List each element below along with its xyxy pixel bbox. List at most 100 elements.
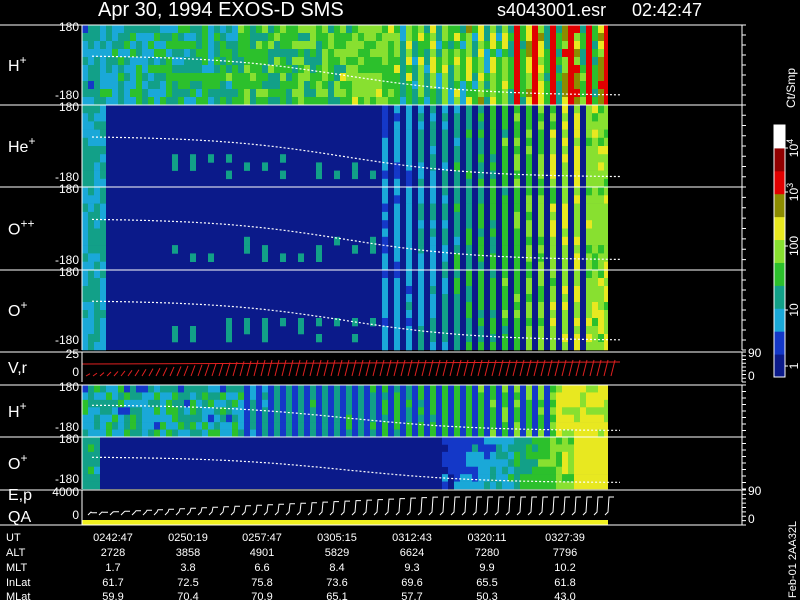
spectrogram-cell [118, 97, 124, 106]
spectrogram-cell [508, 65, 514, 74]
spectrogram-cell [394, 342, 400, 351]
spectrogram-cell [118, 429, 124, 438]
spectrogram-cell [442, 41, 448, 50]
spectrogram-cell [550, 97, 556, 106]
spectrogram-cell [514, 121, 520, 130]
spectrogram-cell [148, 81, 154, 90]
spectrogram-cell [406, 57, 412, 66]
spectrogram-cell [544, 429, 550, 438]
spectrogram-cell [100, 170, 106, 180]
spectrogram-cell [100, 146, 106, 155]
spectrogram-cell [364, 65, 370, 74]
spectrogram-cell [508, 407, 514, 416]
spectrogram-cell [244, 73, 250, 82]
spectrogram-cell [526, 245, 532, 254]
spectrogram-cell [532, 466, 538, 475]
spectrogram-cell [388, 81, 394, 90]
spectrogram-cell [94, 146, 100, 155]
spectrogram-cell [136, 399, 142, 408]
spectrogram-cell [202, 41, 208, 50]
spectrogram-cell [322, 73, 328, 82]
spectrogram-cell [442, 326, 448, 335]
spectrogram-cell [364, 392, 370, 401]
spectrogram-cell [286, 414, 292, 423]
spectrogram-cell [394, 97, 400, 106]
spectrogram-cell [190, 326, 196, 335]
spectrogram-cell [88, 261, 94, 271]
spectrogram-cell [586, 407, 592, 416]
spectrogram-cell [292, 97, 298, 106]
spectrogram-cell [100, 49, 106, 58]
spectrogram-cell [424, 65, 430, 74]
spectrogram-cell [238, 81, 244, 90]
spectrogram-cell [502, 437, 508, 445]
spectrogram-cell [562, 278, 568, 287]
y-top-label: 25 [66, 347, 80, 361]
spectrogram-cell [406, 399, 412, 408]
spectrogram-cell [604, 253, 608, 262]
spectrogram-cell [484, 474, 490, 482]
spectrogram-cell [286, 429, 292, 438]
spectrogram-cell [118, 407, 124, 416]
spectrogram-cell [562, 41, 568, 50]
spectrogram-cell [442, 25, 448, 34]
spectrogram-cell [496, 474, 502, 482]
footer-value: 70.9 [251, 591, 272, 600]
spectrogram-cell [466, 407, 472, 416]
spectrogram-cell [364, 41, 370, 50]
spectrogram-cell [454, 459, 460, 468]
spectrogram-cell [334, 170, 340, 180]
spectrogram-cell [514, 245, 520, 254]
spectrogram-cell [568, 81, 574, 90]
spectrogram-cell [274, 33, 280, 42]
spectrogram-cell [382, 57, 388, 66]
spectrogram-cell [568, 466, 574, 475]
spectrogram-cell [424, 385, 430, 393]
spectrogram-cell [394, 302, 400, 311]
spectrogram-cell [286, 89, 292, 98]
spectrogram-cell [526, 81, 532, 90]
spectrogram-cell [418, 286, 424, 295]
spectrogram-cell [502, 302, 508, 311]
spectrogram-cell [400, 25, 406, 34]
spectrogram-cell [586, 310, 592, 319]
spectrogram-cell [562, 129, 568, 139]
spectrogram-cell [280, 414, 286, 423]
spectrogram-cell [598, 466, 604, 475]
spectrogram-cell [598, 49, 604, 58]
spectrogram-cell [394, 236, 400, 246]
spectrogram-cell [196, 414, 202, 423]
spectrogram-cell [604, 129, 608, 139]
spectrogram-cell [310, 429, 316, 438]
spectrogram-cell [490, 278, 496, 287]
spectrogram-cell [514, 187, 520, 196]
spectrogram-cell [436, 429, 442, 438]
spectrogram-cell [232, 25, 238, 34]
spectrogram-cell [406, 89, 412, 98]
spectrogram-cell [142, 97, 148, 106]
spectrogram-cell [538, 97, 544, 106]
spectrogram-cell [178, 385, 184, 393]
spectrogram-cell [490, 422, 496, 430]
spectrogram-cell [466, 154, 472, 163]
spectrogram-cell [598, 422, 604, 430]
spectrogram-cell [604, 65, 608, 74]
spectrogram-cell [232, 407, 238, 416]
spectrogram-cell [166, 49, 172, 58]
spectrogram-cell [226, 392, 232, 401]
spectrogram-cell [490, 444, 496, 453]
spectrogram-cell [238, 49, 244, 58]
spectrogram-cell [88, 310, 94, 319]
footer-label: UT [6, 532, 21, 544]
spectrogram-cell [562, 429, 568, 438]
spectrogram-cell [412, 422, 418, 430]
spectrogram-cell [226, 41, 232, 50]
spectrogram-cell [562, 444, 568, 453]
spectrogram-cell [298, 81, 304, 90]
spectrogram-cell [538, 326, 544, 335]
spectrogram-cell [412, 407, 418, 416]
spectrogram-cell [472, 437, 478, 445]
spectrogram-cell [328, 33, 334, 42]
spectrogram-cell [478, 481, 484, 490]
spectrogram-cell [598, 310, 604, 319]
